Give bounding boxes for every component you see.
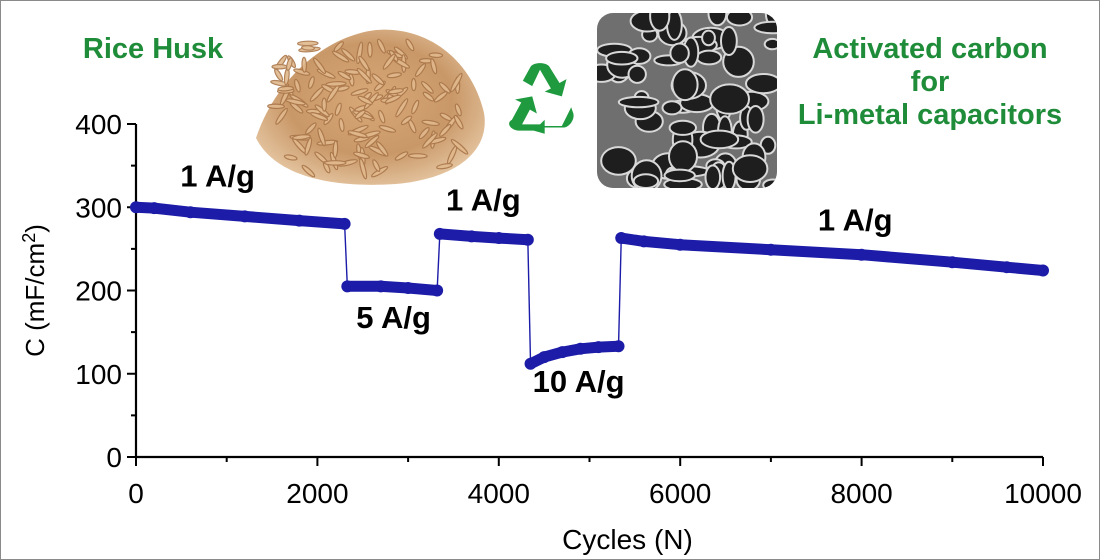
series-2-band: [434, 228, 534, 246]
data-point: [1000, 261, 1013, 274]
segment-connector: [527, 239, 532, 364]
activated-carbon-title: Activated carbon for Li-metal capacitors: [765, 33, 1095, 132]
y-axis-label: C (mF/cm2): [19, 224, 50, 357]
data-point: [433, 227, 446, 240]
x-tick-label: 6000: [649, 478, 711, 509]
series-4-band: [615, 232, 1049, 276]
activated-carbon-line2: for: [910, 66, 950, 98]
data-point: [592, 341, 605, 354]
rate-annotation: 1 A/g: [818, 203, 893, 238]
data-point: [184, 206, 197, 219]
data-point: [556, 346, 569, 359]
data-point: [946, 256, 959, 269]
activated-carbon-line1: Activated carbon: [812, 33, 1048, 65]
x-tick-label: 10000: [1004, 478, 1082, 509]
series-1-band: [341, 280, 443, 296]
y-tick-label: 300: [75, 192, 122, 223]
data-point: [538, 351, 551, 364]
y-tick-label: 100: [75, 359, 122, 390]
data-point: [1037, 264, 1049, 277]
data-point: [374, 280, 387, 293]
data-point: [764, 243, 777, 256]
data-point: [148, 202, 161, 215]
data-point: [637, 235, 650, 248]
data-point: [293, 214, 306, 227]
y-tick-label: 200: [75, 276, 122, 307]
rice-husk-photo: [256, 29, 485, 185]
data-point: [465, 230, 478, 243]
x-axis-label: Cycles (N): [562, 524, 693, 555]
rate-annotation: 1 A/g: [446, 183, 521, 218]
sem-porous-carbon-micrograph: [597, 13, 777, 188]
rate-annotation: 5 A/g: [356, 300, 431, 335]
data-point: [574, 342, 587, 355]
segment-connector: [343, 223, 349, 287]
data-point: [492, 232, 505, 245]
rate-annotation: 1 A/g: [180, 158, 255, 193]
segment-connector: [436, 233, 441, 291]
recycle-icon: [509, 63, 574, 134]
activated-carbon-line3: Li-metal capacitors: [797, 99, 1063, 131]
data-point: [855, 248, 868, 261]
x-tick-label: 0: [128, 478, 144, 509]
data-point: [402, 282, 415, 295]
rice-husk-title: Rice Husk: [82, 33, 224, 65]
y-tick-label: 0: [106, 442, 122, 473]
data-point: [130, 201, 142, 214]
rate-annotation: 10 A/g: [533, 364, 625, 399]
data-point: [341, 280, 354, 293]
data-point: [524, 357, 537, 370]
x-tick-label: 4000: [468, 478, 530, 509]
y-tick-label: 400: [75, 109, 122, 140]
segment-connector: [617, 238, 622, 347]
x-tick-label: 2000: [286, 478, 348, 509]
data-point: [674, 238, 687, 251]
x-tick-label: 8000: [830, 478, 892, 509]
data-point: [615, 232, 628, 245]
data-point: [238, 210, 251, 223]
